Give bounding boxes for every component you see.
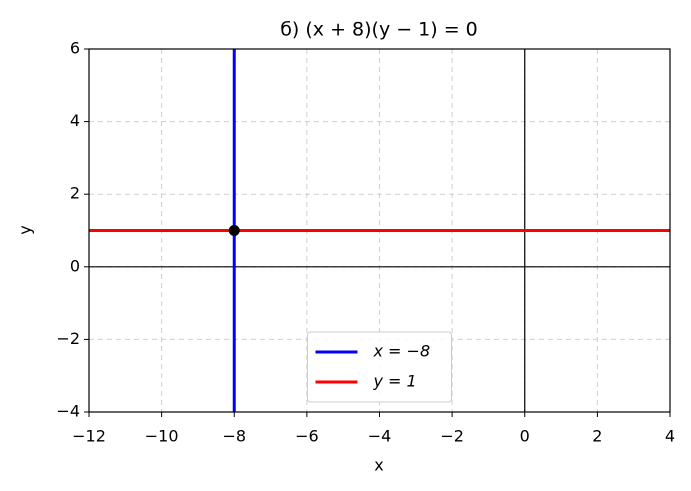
y-tick-label: 0 xyxy=(70,256,80,275)
legend-label: x = −8 xyxy=(373,342,431,361)
y-axis-label: y xyxy=(16,225,35,234)
plot-frame xyxy=(88,48,671,413)
y-tick-label: 2 xyxy=(70,184,80,203)
legend-box xyxy=(307,331,452,403)
x-axis-label: x xyxy=(374,456,383,475)
x-tick-label: −6 xyxy=(295,427,319,446)
y-tick-label: 4 xyxy=(70,111,80,130)
chart-title: б) (x + 8)(y − 1) = 0 xyxy=(280,19,478,41)
x-tick-label: −2 xyxy=(440,427,464,446)
x-tick-label: 2 xyxy=(592,427,602,446)
x-tick-label: −4 xyxy=(368,427,392,446)
x-tick-label: −10 xyxy=(145,427,179,446)
x-tick-label: −12 xyxy=(72,427,106,446)
x-tick-label: 4 xyxy=(665,427,675,446)
y-tick-label: −2 xyxy=(56,329,80,348)
x-tick-label: −8 xyxy=(222,427,246,446)
point xyxy=(228,225,240,236)
y-tick-label: −4 xyxy=(56,402,80,421)
y-tick-label: 6 xyxy=(70,39,80,58)
x-tick-label: 0 xyxy=(520,427,530,446)
legend-label: y = 1 xyxy=(373,372,417,391)
